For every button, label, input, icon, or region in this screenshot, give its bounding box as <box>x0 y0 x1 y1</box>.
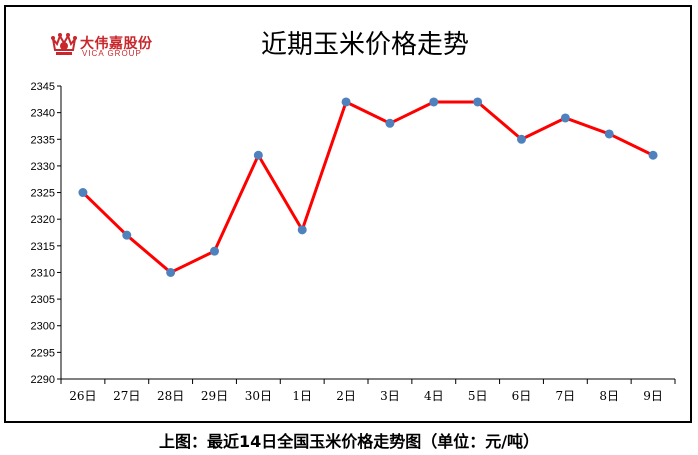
y-tick-label: 2295 <box>31 347 55 359</box>
y-tick-label: 2340 <box>31 108 55 120</box>
crown-logo-icon <box>51 33 77 55</box>
data-point <box>560 113 570 123</box>
x-tick-label: 4日 <box>424 389 444 403</box>
company-logo: 大伟嘉股份 VICA GROUP <box>50 30 170 62</box>
data-point <box>210 246 219 256</box>
data-point <box>385 118 395 128</box>
data-point <box>517 134 526 144</box>
chart-frame <box>4 5 692 423</box>
data-point <box>604 129 614 139</box>
y-axis-ticks: 2290 2295 2300 2305 2310 2315 2320 2325 2330 2335… <box>31 81 61 386</box>
x-tick-label: 5日 <box>468 389 488 403</box>
data-point <box>341 97 351 107</box>
y-tick-label: 2330 <box>31 161 55 173</box>
data-point <box>429 97 439 107</box>
chart-axes <box>60 86 675 380</box>
logo-name-cn: 大伟嘉股份 <box>80 36 153 52</box>
y-tick-label: 2335 <box>31 134 55 146</box>
x-tick-label: 26日 <box>69 389 96 403</box>
x-axis-ticks: 26日 27日 28日 29日 30日 1日 2日 3日 4日 5日 6日 7日 8日 9日 <box>60 379 676 403</box>
y-tick-label: 2320 <box>31 214 55 226</box>
series-line <box>81 100 654 274</box>
x-tick-label: 29日 <box>201 389 228 403</box>
data-point <box>648 150 658 160</box>
x-tick-label: 8日 <box>599 389 619 403</box>
data-point <box>122 230 132 240</box>
data-point <box>297 225 307 235</box>
x-tick-label: 30日 <box>245 389 272 403</box>
y-tick-label: 2345 <box>31 81 55 93</box>
series-group <box>78 97 658 277</box>
data-point <box>473 97 483 107</box>
y-tick-label: 2315 <box>31 241 55 253</box>
logo-name-en: VICA GROUP <box>82 49 142 58</box>
chart-caption: 上图：最近14日全国玉米价格走势图（单位：元/吨） <box>158 432 540 451</box>
x-tick-label: 2日 <box>336 389 356 403</box>
x-tick-label: 27日 <box>113 389 140 403</box>
x-tick-label: 28日 <box>157 389 184 403</box>
y-tick-label: 2305 <box>31 294 55 306</box>
x-tick-label: 9日 <box>643 389 663 403</box>
x-tick-label: 7日 <box>556 389 576 403</box>
x-tick-label: 6日 <box>512 389 532 403</box>
x-tick-label: 3日 <box>380 389 400 403</box>
y-tick-label: 2325 <box>31 188 55 200</box>
y-tick-label: 2300 <box>31 321 55 333</box>
y-tick-label: 2290 <box>31 374 55 386</box>
x-tick-label: 1日 <box>292 389 312 403</box>
data-point <box>78 188 88 198</box>
data-point <box>166 267 176 277</box>
y-tick-label: 2310 <box>31 267 55 279</box>
data-point <box>253 150 263 160</box>
chart-title: 近期玉米价格走势 <box>260 30 469 60</box>
